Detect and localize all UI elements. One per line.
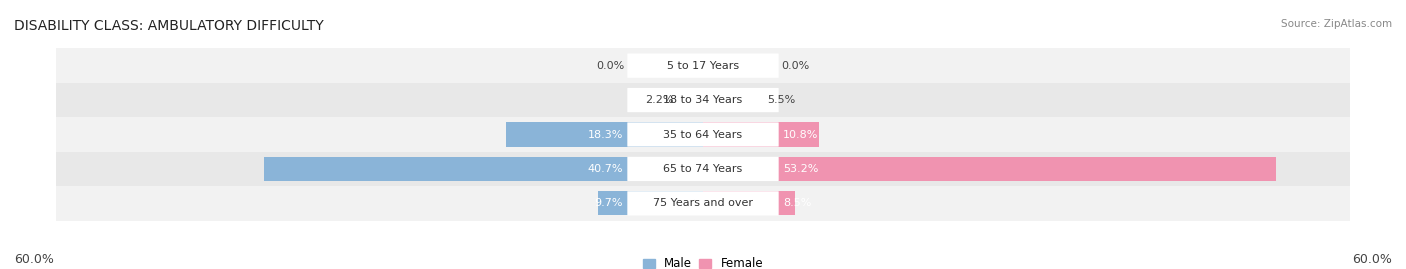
- Text: 40.7%: 40.7%: [588, 164, 623, 174]
- Text: 8.5%: 8.5%: [783, 198, 811, 208]
- Text: 65 to 74 Years: 65 to 74 Years: [664, 164, 742, 174]
- Text: 18.3%: 18.3%: [588, 129, 623, 140]
- Bar: [703, 122, 820, 147]
- Bar: [56, 83, 1350, 117]
- Bar: [703, 88, 762, 112]
- Bar: [56, 186, 1350, 221]
- Bar: [703, 157, 1277, 181]
- FancyBboxPatch shape: [627, 54, 779, 78]
- Bar: [56, 152, 1350, 186]
- FancyBboxPatch shape: [627, 122, 779, 147]
- Bar: [703, 191, 794, 215]
- Bar: [56, 48, 1350, 83]
- Text: 5.5%: 5.5%: [768, 95, 796, 105]
- Bar: [679, 88, 703, 112]
- Bar: [599, 191, 703, 215]
- Text: Source: ZipAtlas.com: Source: ZipAtlas.com: [1281, 19, 1392, 29]
- Bar: [506, 122, 703, 147]
- FancyBboxPatch shape: [627, 88, 779, 112]
- Text: 60.0%: 60.0%: [1353, 253, 1392, 266]
- FancyBboxPatch shape: [627, 191, 779, 215]
- Text: DISABILITY CLASS: AMBULATORY DIFFICULTY: DISABILITY CLASS: AMBULATORY DIFFICULTY: [14, 19, 323, 33]
- Text: 60.0%: 60.0%: [14, 253, 53, 266]
- Bar: [264, 157, 703, 181]
- Text: 9.7%: 9.7%: [595, 198, 623, 208]
- Text: 10.8%: 10.8%: [783, 129, 818, 140]
- Text: 0.0%: 0.0%: [596, 61, 624, 71]
- FancyBboxPatch shape: [627, 157, 779, 181]
- Text: 2.2%: 2.2%: [645, 95, 673, 105]
- Text: 0.0%: 0.0%: [782, 61, 810, 71]
- Legend: Male, Female: Male, Female: [638, 253, 768, 269]
- Text: 5 to 17 Years: 5 to 17 Years: [666, 61, 740, 71]
- Bar: [56, 117, 1350, 152]
- Text: 53.2%: 53.2%: [783, 164, 818, 174]
- Text: 35 to 64 Years: 35 to 64 Years: [664, 129, 742, 140]
- Text: 75 Years and over: 75 Years and over: [652, 198, 754, 208]
- Text: 18 to 34 Years: 18 to 34 Years: [664, 95, 742, 105]
